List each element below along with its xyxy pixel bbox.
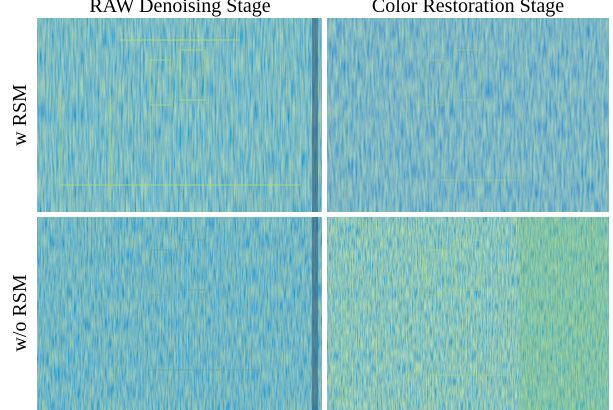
feature-map bbox=[327, 217, 609, 410]
figure: RAW Denoising Stage Color Restoration St… bbox=[0, 0, 613, 410]
feature-map bbox=[37, 217, 322, 410]
feature-map bbox=[327, 18, 609, 212]
column-title: Color Restoration Stage bbox=[372, 0, 564, 17]
column-title: RAW Denoising Stage bbox=[89, 0, 270, 17]
row-label: w RSM bbox=[9, 84, 31, 146]
row-label: w/o RSM bbox=[9, 274, 31, 351]
feature-map bbox=[37, 18, 322, 212]
